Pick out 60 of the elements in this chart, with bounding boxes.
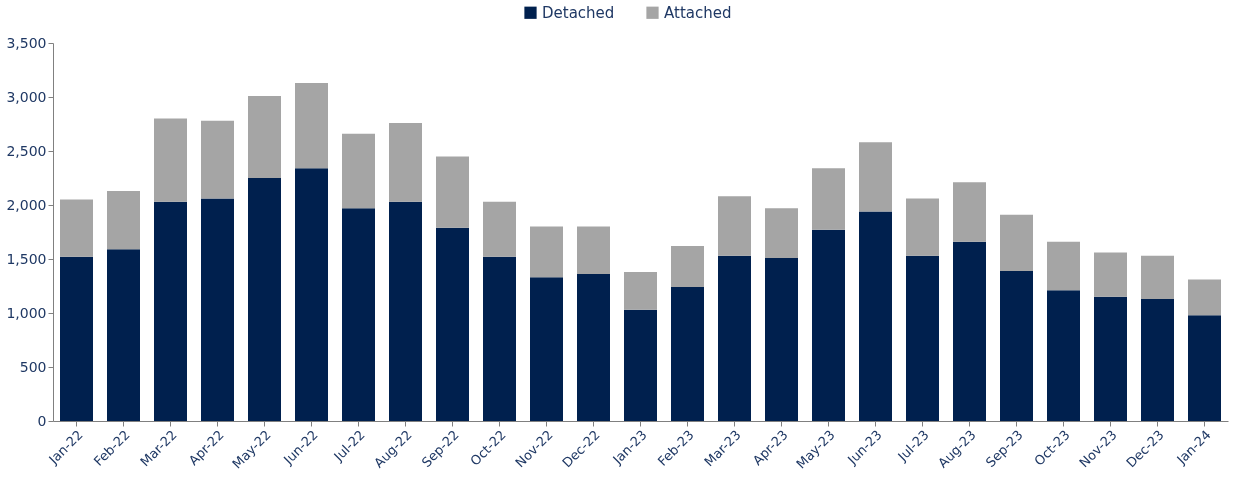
bar bbox=[1047, 241, 1080, 291]
bar bbox=[483, 201, 516, 257]
bar bbox=[60, 199, 93, 257]
bar bbox=[248, 178, 281, 421]
bar bbox=[624, 309, 657, 421]
bar bbox=[154, 118, 187, 202]
bar bbox=[436, 156, 469, 228]
bar bbox=[765, 208, 798, 258]
bar bbox=[1094, 252, 1127, 297]
bar bbox=[60, 256, 93, 421]
bar bbox=[671, 246, 704, 288]
bar bbox=[1188, 279, 1221, 316]
bar bbox=[859, 211, 892, 421]
bar bbox=[1000, 214, 1033, 271]
bar bbox=[953, 241, 986, 421]
bar bbox=[1141, 255, 1174, 299]
bar bbox=[1141, 298, 1174, 421]
bar bbox=[1188, 315, 1221, 421]
bar bbox=[624, 271, 657, 310]
legend-label: Detached bbox=[542, 3, 615, 22]
bar bbox=[812, 168, 845, 230]
bar bbox=[295, 82, 328, 169]
y-tick-label: 500 bbox=[19, 358, 47, 375]
bar bbox=[1094, 296, 1127, 421]
bar bbox=[530, 277, 563, 421]
bar bbox=[201, 198, 234, 421]
bar bbox=[107, 190, 140, 250]
y-tick-label: 3,000 bbox=[6, 88, 47, 105]
y-tick-label: 3,500 bbox=[6, 34, 47, 51]
bar bbox=[530, 226, 563, 278]
bar bbox=[295, 168, 328, 421]
bar bbox=[436, 227, 469, 421]
y-tick-label: 2,500 bbox=[6, 142, 47, 159]
bar bbox=[765, 257, 798, 421]
bar bbox=[248, 95, 281, 178]
bar bbox=[859, 142, 892, 212]
y-tick-label: 2,000 bbox=[6, 196, 47, 213]
y-tick-label: 1,500 bbox=[6, 250, 47, 267]
bar bbox=[1000, 270, 1033, 421]
bar bbox=[1047, 290, 1080, 421]
bar bbox=[342, 133, 375, 209]
bar bbox=[953, 182, 986, 242]
bar bbox=[389, 201, 422, 421]
bar bbox=[718, 196, 751, 256]
bar bbox=[577, 226, 610, 275]
bar bbox=[671, 287, 704, 421]
bar bbox=[389, 122, 422, 202]
bar bbox=[342, 208, 375, 421]
bar bbox=[107, 249, 140, 421]
bar bbox=[718, 255, 751, 421]
bar bbox=[154, 201, 187, 421]
bar bbox=[577, 274, 610, 421]
bar bbox=[906, 255, 939, 421]
bar bbox=[812, 229, 845, 421]
y-tick-label: 0 bbox=[37, 412, 47, 429]
bar bbox=[906, 198, 939, 256]
legend-label: Attached bbox=[664, 3, 732, 22]
bar bbox=[483, 256, 516, 421]
y-tick-label: 1,000 bbox=[6, 304, 47, 321]
bar bbox=[201, 120, 234, 199]
